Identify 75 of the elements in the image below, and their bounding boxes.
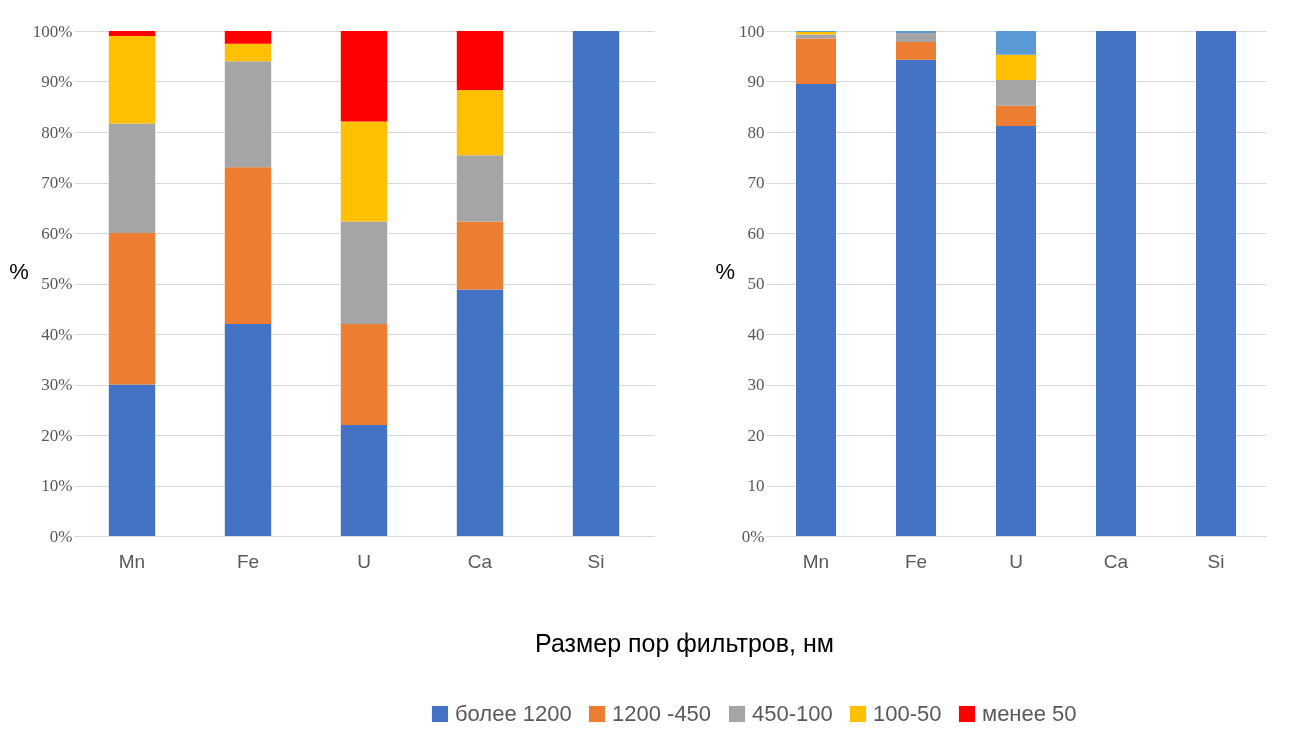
x-tick-label: Mn bbox=[802, 550, 830, 572]
x-axis-title: Размер пор фильтров, нм bbox=[535, 628, 834, 657]
y-tick-label: 10% bbox=[41, 476, 73, 495]
bar bbox=[108, 123, 156, 233]
x-tick-label: Si bbox=[1207, 550, 1225, 572]
bar bbox=[340, 221, 388, 324]
y-tick-label: 70% bbox=[41, 173, 73, 192]
bar bbox=[108, 384, 156, 536]
bar bbox=[896, 33, 936, 43]
bar bbox=[340, 424, 388, 536]
y-tick-label: 0% bbox=[49, 526, 73, 546]
bar bbox=[340, 121, 388, 222]
y-tick-label: 80 bbox=[747, 122, 765, 142]
bar bbox=[340, 323, 388, 425]
y-tick-label: 50% bbox=[41, 274, 73, 293]
bar bbox=[224, 167, 272, 324]
bar bbox=[108, 31, 156, 37]
y-tick-label: 50 bbox=[747, 274, 765, 293]
bar bbox=[796, 38, 836, 85]
y-tick-label: 90 bbox=[747, 72, 765, 91]
y-axis-title: % bbox=[9, 258, 29, 284]
x-tick-label: U bbox=[1009, 550, 1023, 572]
bar bbox=[224, 43, 272, 62]
y-tick-label: 70 bbox=[747, 173, 765, 192]
bar bbox=[996, 31, 1036, 55]
y-tick-label: 40 bbox=[747, 324, 765, 344]
bar bbox=[996, 125, 1036, 536]
legend-label: 1200 -450 bbox=[612, 701, 712, 726]
legend-label: более 1200 bbox=[455, 701, 572, 726]
x-tick-label: U bbox=[357, 550, 371, 572]
y-tick-label: 80% bbox=[41, 122, 73, 142]
bar bbox=[896, 31, 936, 34]
bar bbox=[108, 36, 156, 124]
bar bbox=[340, 31, 388, 122]
bar bbox=[224, 61, 272, 168]
y-tick-label: 40% bbox=[41, 324, 73, 344]
bar bbox=[796, 84, 836, 536]
y-tick-label: 20% bbox=[41, 425, 73, 445]
y-tick-label: 100% bbox=[32, 21, 73, 41]
bar bbox=[796, 34, 836, 39]
y-tick-label: 60% bbox=[41, 223, 73, 243]
x-tick-label: Ca bbox=[467, 550, 493, 572]
y-tick-label: 90% bbox=[41, 72, 73, 91]
bar bbox=[108, 233, 156, 385]
bar bbox=[456, 90, 504, 156]
bar bbox=[996, 105, 1036, 126]
legend-label: 450-100 bbox=[752, 701, 833, 726]
bar bbox=[996, 54, 1036, 80]
bar bbox=[1196, 31, 1236, 536]
legend-label: менее 50 bbox=[982, 701, 1077, 726]
bar bbox=[456, 221, 504, 290]
y-tick-label: 100 bbox=[739, 21, 765, 41]
bar bbox=[224, 323, 272, 536]
bar bbox=[456, 289, 504, 536]
x-tick-label: Si bbox=[587, 550, 605, 572]
bar bbox=[224, 31, 272, 44]
bar bbox=[456, 31, 504, 91]
x-tick-label: Fe bbox=[236, 550, 260, 572]
x-tick-label: Fe bbox=[904, 550, 928, 572]
x-tick-label: Ca bbox=[1103, 550, 1129, 572]
y-tick-label: 30 bbox=[747, 375, 765, 394]
bar bbox=[996, 79, 1036, 106]
bar bbox=[456, 155, 504, 222]
y-tick-label: 30% bbox=[41, 375, 73, 394]
y-tick-label: 10 bbox=[747, 476, 765, 495]
y-axis-title: % bbox=[715, 258, 735, 284]
y-tick-label: 0% bbox=[741, 526, 765, 546]
legend-label: 100-50 bbox=[873, 701, 942, 726]
y-tick-label: 20 bbox=[747, 425, 765, 445]
bar bbox=[572, 31, 620, 536]
bar bbox=[896, 42, 936, 60]
bar bbox=[896, 59, 936, 536]
y-tick-label: 60 bbox=[747, 223, 765, 243]
bar bbox=[1096, 31, 1136, 536]
x-tick-label: Mn bbox=[118, 550, 146, 572]
